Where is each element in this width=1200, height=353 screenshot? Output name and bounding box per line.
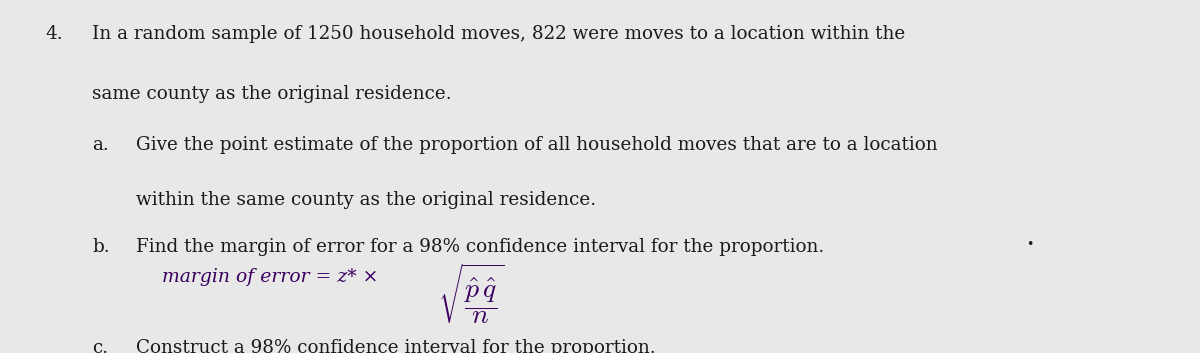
Text: margin of error = z* ×: margin of error = z* × bbox=[162, 268, 378, 286]
Text: Construct a 98% confidence interval for the proportion.: Construct a 98% confidence interval for … bbox=[136, 339, 655, 353]
Text: same county as the original residence.: same county as the original residence. bbox=[92, 85, 452, 103]
Text: within the same county as the original residence.: within the same county as the original r… bbox=[136, 191, 595, 209]
Text: •: • bbox=[1026, 238, 1033, 251]
Text: b.: b. bbox=[92, 238, 110, 256]
Text: 4.: 4. bbox=[46, 25, 64, 43]
Text: c.: c. bbox=[92, 339, 108, 353]
Text: Give the point estimate of the proportion of all household moves that are to a l: Give the point estimate of the proportio… bbox=[136, 136, 937, 154]
Text: $\sqrt{\dfrac{\hat{p}\,\hat{q}}{n}}$: $\sqrt{\dfrac{\hat{p}\,\hat{q}}{n}}$ bbox=[438, 261, 504, 326]
Text: a.: a. bbox=[92, 136, 109, 154]
Text: In a random sample of 1250 household moves, 822 were moves to a location within : In a random sample of 1250 household mov… bbox=[92, 25, 906, 43]
Text: Find the margin of error for a 98% confidence interval for the proportion.: Find the margin of error for a 98% confi… bbox=[136, 238, 824, 256]
